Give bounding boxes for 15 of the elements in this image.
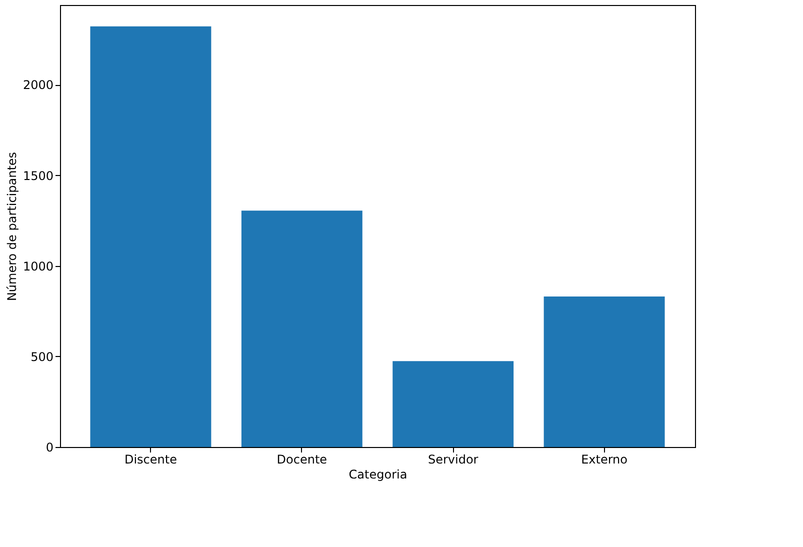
y-tick-label: 0 [46, 440, 54, 454]
bar [90, 26, 212, 447]
x-tick-label: Docente [276, 452, 328, 466]
bar [241, 210, 362, 447]
y-tick-label: 500 [30, 350, 54, 364]
bar [544, 296, 665, 447]
y-tick-label: 1000 [22, 259, 54, 274]
y-tick-label: 2000 [22, 78, 54, 92]
bar [392, 361, 514, 447]
x-tick-label: Externo [581, 452, 628, 466]
x-axis-title: Categoria [348, 468, 408, 482]
x-tick-label: Discente [124, 452, 177, 466]
y-axis-title: Número de participantes [4, 152, 19, 302]
x-tick-label: Servidor [428, 452, 478, 466]
y-tick-label: 1500 [22, 168, 54, 183]
